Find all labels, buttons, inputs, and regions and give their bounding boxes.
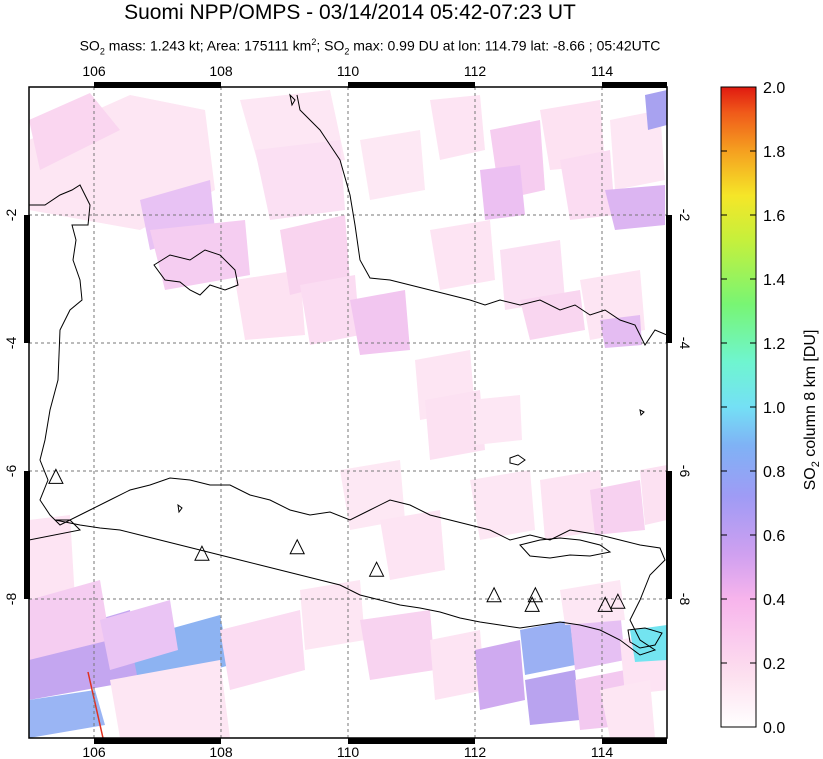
- lon-label: 114: [591, 744, 614, 759]
- lon-label: 108: [209, 744, 233, 759]
- lon-label: 114: [591, 63, 614, 79]
- volcano-markers: [48, 468, 626, 612]
- colorbar-tick-label: 1.0: [763, 400, 785, 417]
- lat-label: -4: [677, 337, 693, 350]
- colorbar-tick-label: 1.4: [763, 272, 785, 289]
- lat-label: -8: [677, 593, 693, 606]
- colorbar-tick-label: 2.0: [763, 80, 785, 97]
- lon-label: 108: [209, 63, 233, 79]
- colorbar-tick-label: 1.8: [763, 144, 785, 161]
- volcano-triangle-icon: [524, 596, 540, 612]
- lon-label: 106: [82, 63, 106, 79]
- lat-label: -2: [3, 209, 19, 222]
- volcano-triangle-icon: [527, 586, 544, 603]
- colorbar-tick-label: 0.8: [763, 464, 785, 481]
- colorbar-tick-label: 0.6: [763, 528, 785, 545]
- colorbar-tick-label: 0.0: [763, 720, 785, 737]
- colorbar-tick-label: 1.6: [763, 208, 785, 225]
- subtitle-so2-sub: 2: [99, 46, 105, 57]
- volcano-triangle-icon: [194, 545, 210, 561]
- subtitle-so2-2: ; SO: [316, 37, 345, 54]
- lat-label: -2: [677, 209, 693, 222]
- map-subtitle: SO2 mass: 1.243 kt; Area: 175111 km2; SO…: [0, 33, 740, 60]
- coastlines: [29, 93, 667, 656]
- subtitle-max: max: 0.99 DU at lon: 114.79 lat: -8.66 ;…: [349, 37, 661, 54]
- lat-labels-left: -2 -4 -6 -8: [3, 209, 19, 606]
- lon-label: 112: [464, 63, 487, 79]
- map-gridlines: [29, 87, 667, 738]
- volcano-triangle-icon: [368, 561, 385, 577]
- map-border-scale: [24, 82, 672, 744]
- subtitle-so2: SO: [79, 37, 100, 54]
- volcano-triangle-icon: [610, 593, 626, 609]
- colorbar-tick-label: 0.4: [763, 592, 785, 609]
- lat-label: -4: [3, 337, 19, 350]
- colorbar-label-rest: column 8 km [DU]: [802, 330, 819, 462]
- lat-label: -6: [677, 465, 693, 478]
- colorbar-label: SO2 column 8 km [DU]: [802, 330, 822, 491]
- colorbar-label-main: SO: [802, 467, 819, 490]
- lat-label: -6: [3, 465, 19, 478]
- colorbar-tick-label: 0.2: [763, 656, 785, 673]
- lon-label: 106: [82, 744, 106, 759]
- volcano-triangle-icon: [486, 586, 502, 603]
- lat-labels-right: -2 -4 -6 -8: [677, 209, 693, 606]
- subtitle-area-unit-sup: 2: [311, 37, 317, 47]
- lon-label: 110: [337, 744, 360, 759]
- lon-labels-top: 106 108 110 112 114: [82, 63, 613, 79]
- lon-label: 112: [464, 744, 487, 759]
- lon-label: 110: [337, 63, 360, 79]
- subtitle-so2-sub-2: 2: [344, 46, 350, 57]
- colorbar: 0.0 0.2 0.4 0.6 0.8 1.0 1.2 1.4 1.6 1.8 2.0 SO2 co…: [720, 80, 822, 737]
- subtitle-mass-area: mass: 1.243 kt; Area: 175111 km: [104, 37, 312, 54]
- volcano-triangle-icon: [597, 596, 613, 612]
- so2-pixel-field: [29, 90, 667, 738]
- colorbar-label-sub: 2: [810, 461, 822, 467]
- colorbar-tick-label: 1.2: [763, 336, 785, 353]
- colorbar-ticks: 0.0 0.2 0.4 0.6 0.8 1.0 1.2 1.4 1.6 1.8 2.0: [721, 80, 785, 737]
- lat-label: -8: [3, 593, 19, 606]
- lon-labels-bottom: 106 108 110 112 114: [82, 744, 613, 759]
- map-title: Suomi NPP/OMPS - 03/14/2014 05:42-07:23 …: [124, 1, 576, 24]
- volcano-triangle-icon: [48, 468, 64, 484]
- volcano-triangle-icon: [289, 538, 306, 555]
